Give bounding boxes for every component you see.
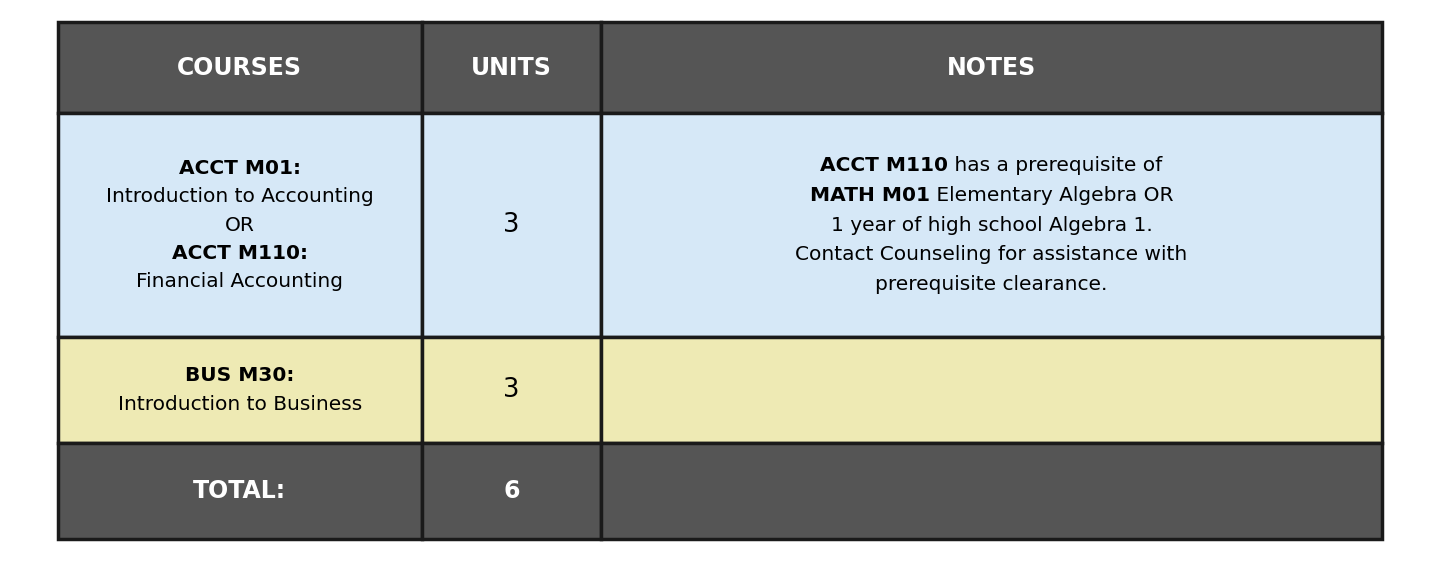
Text: has a prerequisite of: has a prerequisite of — [949, 156, 1162, 175]
Text: 6: 6 — [503, 479, 520, 503]
Text: MATH M01: MATH M01 — [809, 186, 930, 205]
Bar — [600, 22, 1382, 113]
Bar — [422, 337, 600, 443]
Text: Introduction to Accounting: Introduction to Accounting — [107, 187, 373, 206]
Text: Elementary Algebra OR: Elementary Algebra OR — [930, 186, 1174, 205]
Bar — [58, 22, 422, 113]
Text: COURSES: COURSES — [177, 56, 302, 80]
Text: 3: 3 — [503, 377, 520, 403]
Bar — [600, 443, 1382, 539]
Text: ACCT M01:: ACCT M01: — [179, 159, 301, 178]
Bar — [600, 337, 1382, 443]
Text: TOTAL:: TOTAL: — [193, 479, 287, 503]
Text: BUS M30:: BUS M30: — [186, 366, 294, 385]
Bar — [422, 113, 600, 337]
Bar — [600, 113, 1382, 337]
Bar — [58, 337, 422, 443]
Text: ACCT M110: ACCT M110 — [821, 156, 949, 175]
Bar — [422, 22, 600, 113]
Text: Contact Counseling for assistance with: Contact Counseling for assistance with — [795, 245, 1188, 264]
Text: Introduction to Business: Introduction to Business — [118, 396, 361, 414]
Bar — [58, 443, 422, 539]
Text: 3: 3 — [503, 212, 520, 238]
Text: Financial Accounting: Financial Accounting — [137, 272, 343, 291]
Text: NOTES: NOTES — [948, 56, 1037, 80]
Text: 1 year of high school Algebra 1.: 1 year of high school Algebra 1. — [831, 215, 1152, 234]
Text: prerequisite clearance.: prerequisite clearance. — [876, 275, 1107, 294]
Text: OR: OR — [225, 215, 255, 234]
Bar — [422, 443, 600, 539]
Text: UNITS: UNITS — [471, 56, 552, 80]
Bar — [58, 113, 422, 337]
Text: ACCT M110:: ACCT M110: — [171, 243, 308, 263]
